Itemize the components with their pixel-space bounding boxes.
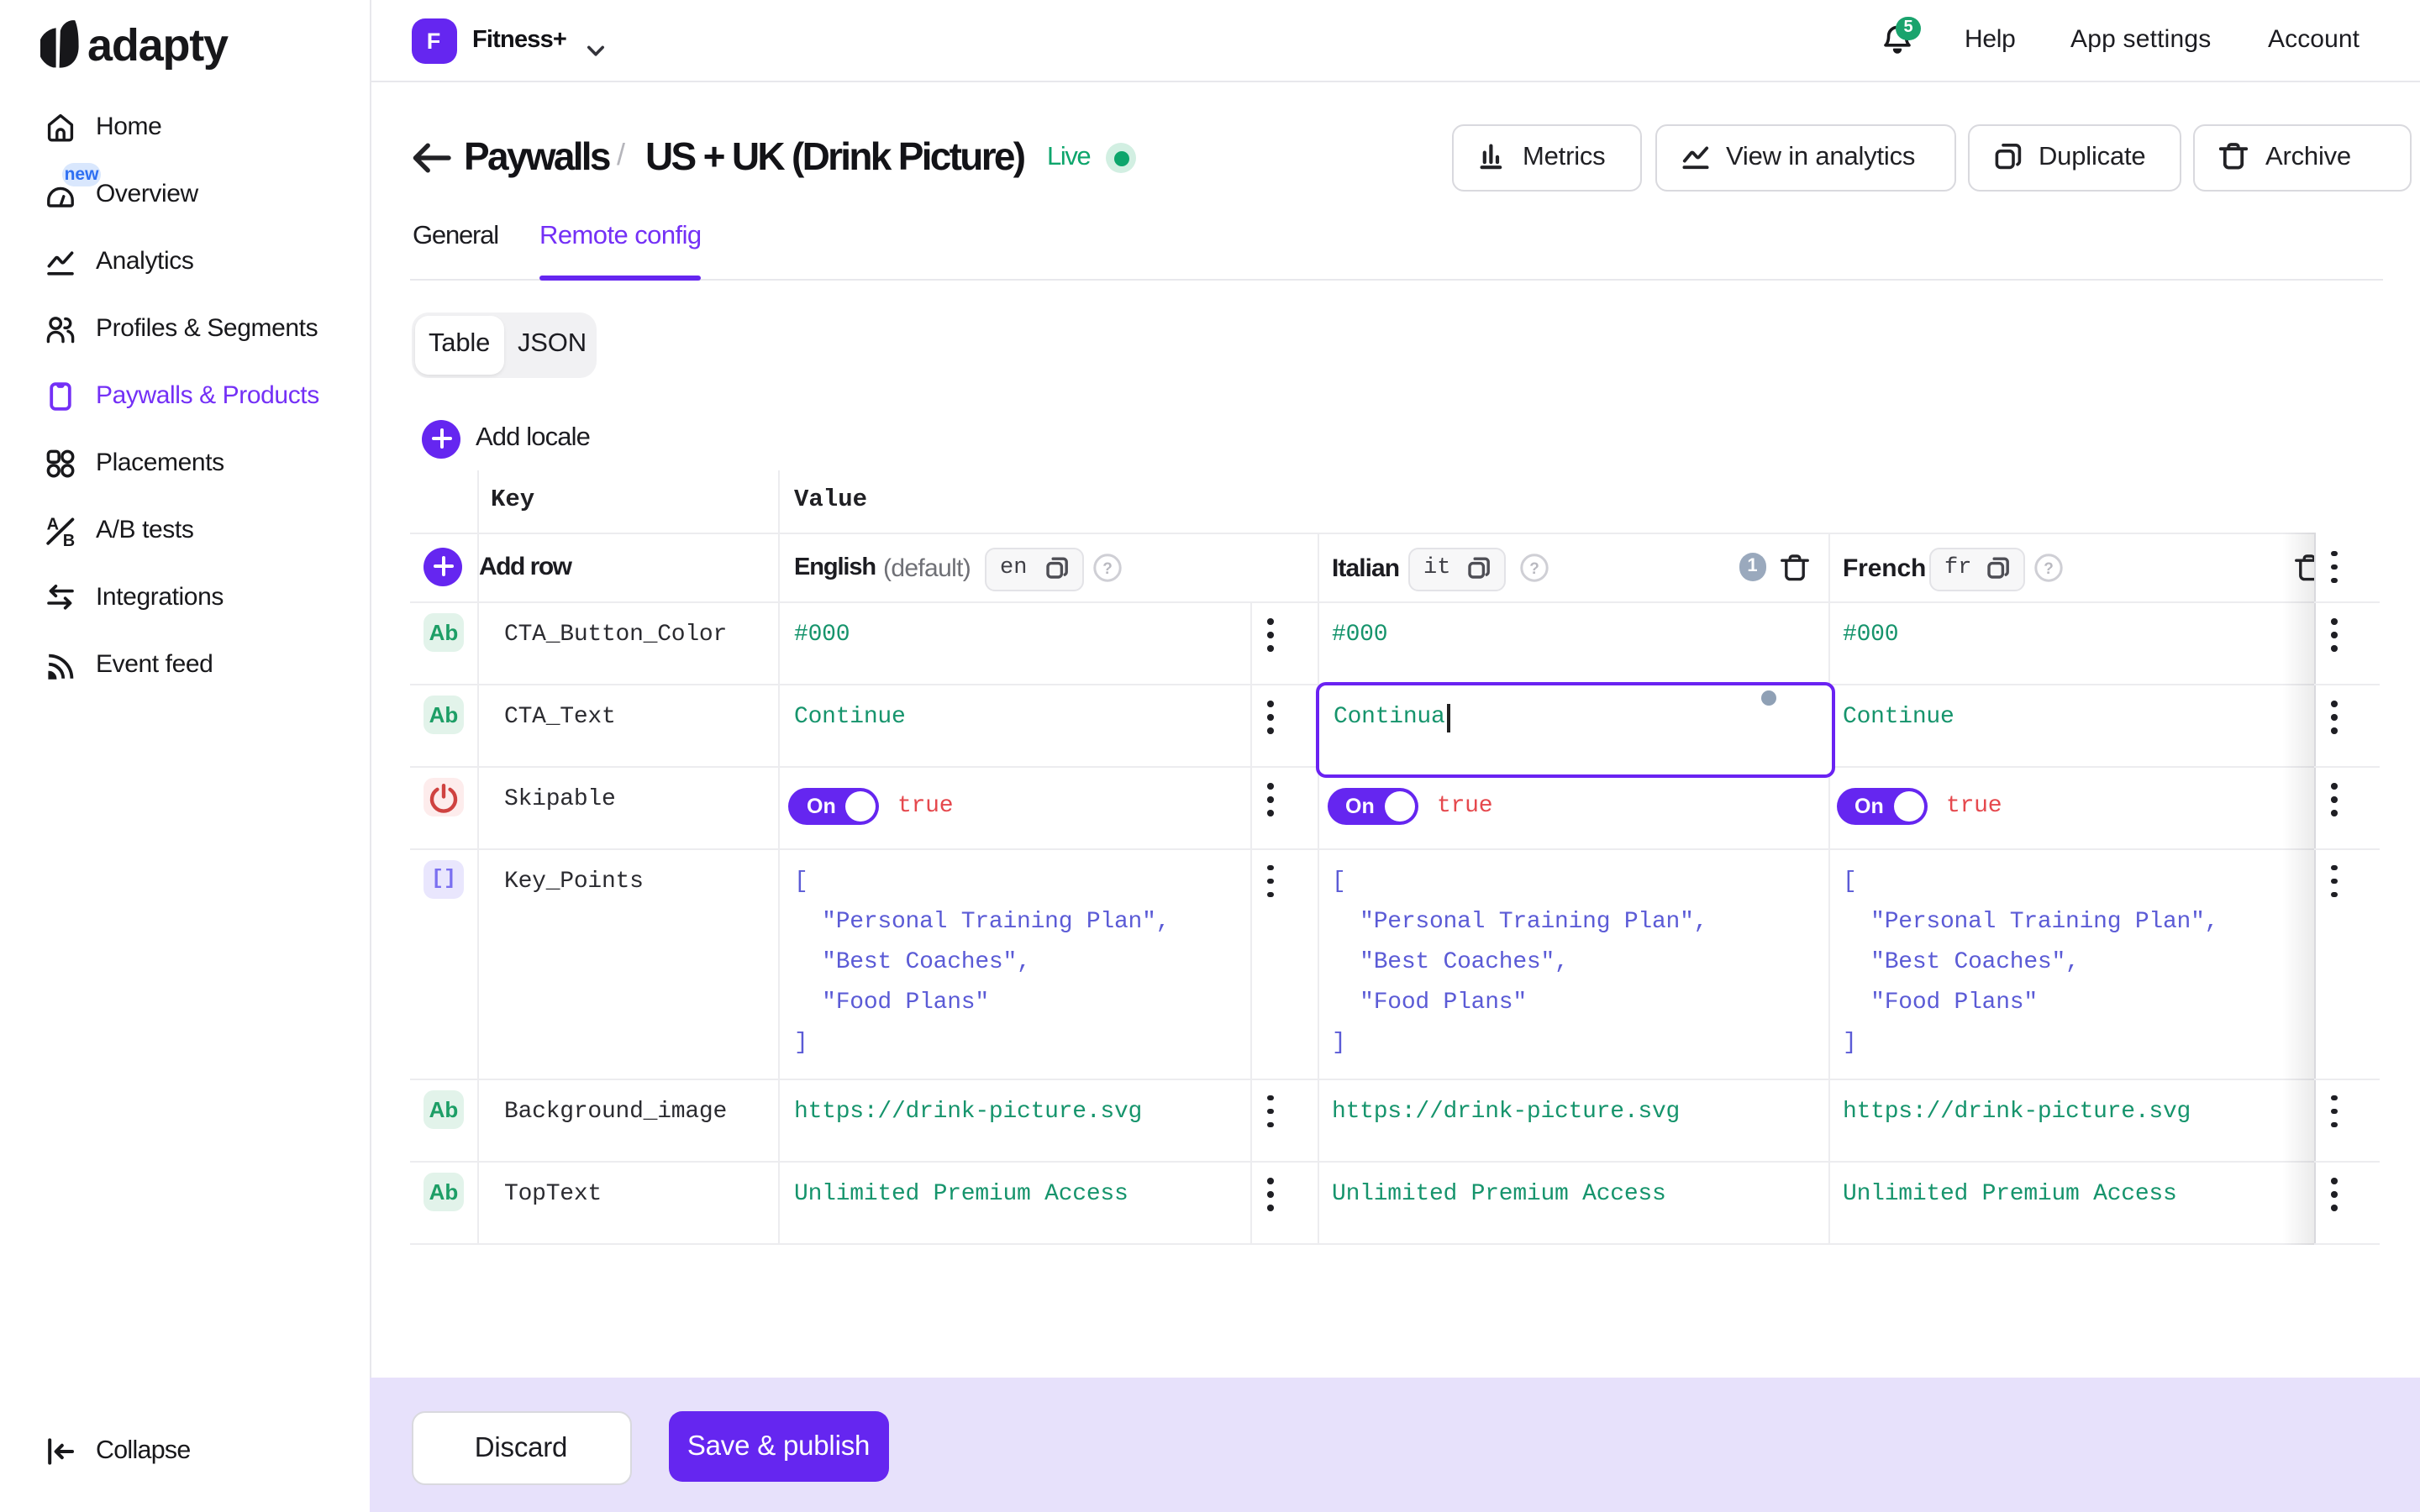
svg-text:?: ? bbox=[1102, 559, 1113, 577]
svg-text:?: ? bbox=[1529, 559, 1539, 577]
svg-text:A: A bbox=[47, 516, 59, 534]
svg-text:B: B bbox=[63, 532, 75, 548]
svg-text:?: ? bbox=[2044, 559, 2054, 577]
